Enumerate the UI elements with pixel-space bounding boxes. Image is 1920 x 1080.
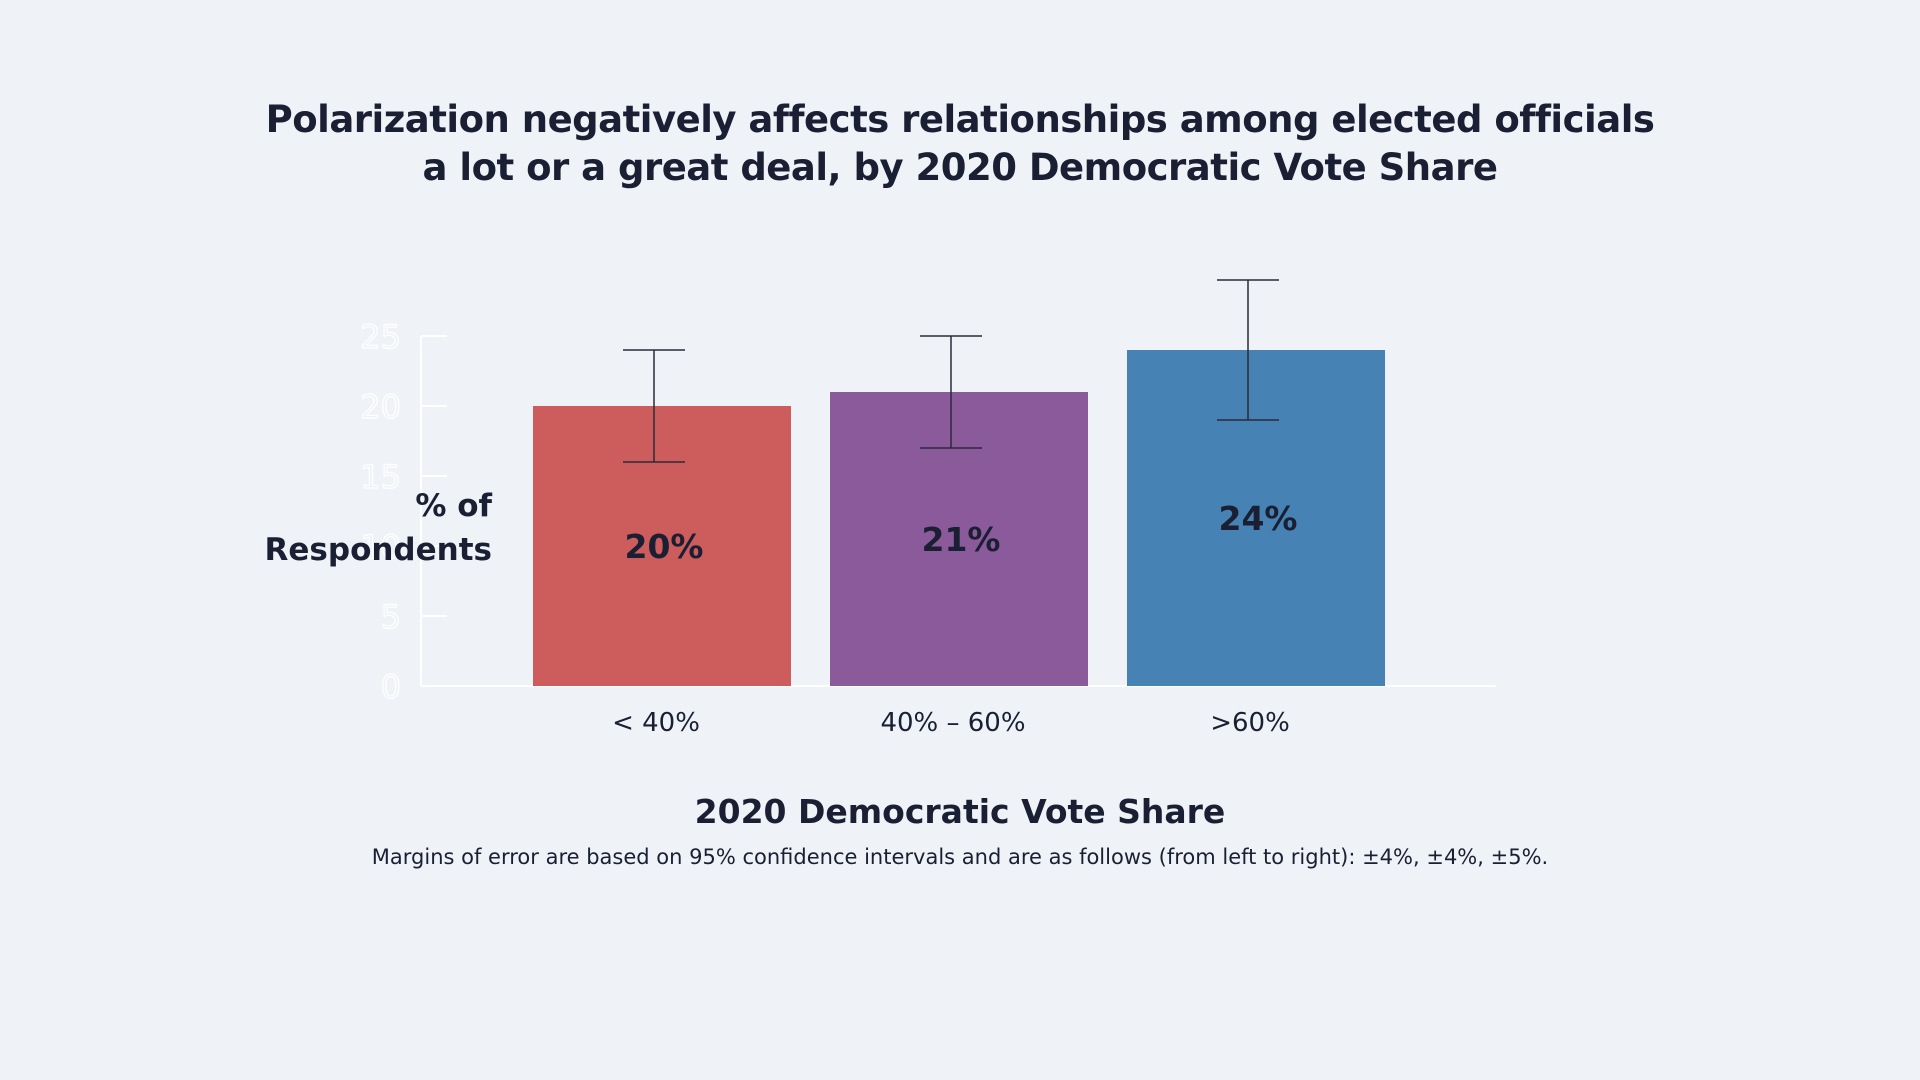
x-axis-title: 2020 Democratic Vote Share <box>694 792 1226 831</box>
bar-value-label: 20% <box>625 527 704 566</box>
x-tick-labels-group: < 40% 40% – 60% >60% <box>612 708 1290 738</box>
chart-title-line-1: Polarization negatively affects relation… <box>265 98 1655 141</box>
bar-labels-group: 20% 21% 24% <box>625 499 1298 566</box>
y-axis: 0 5 10 15 20 25 <box>360 317 1496 707</box>
margin-of-error-note: Margins of error are based on 95% confid… <box>371 845 1549 869</box>
bar <box>1127 350 1385 686</box>
y-tick-label: 15 <box>360 458 401 496</box>
bars-group <box>533 350 1385 686</box>
bar-value-label: 21% <box>922 520 1001 559</box>
y-tick-label: 10 <box>360 528 401 566</box>
x-tick-label: 40% – 60% <box>880 708 1025 738</box>
y-tick-label: 0 <box>381 668 401 706</box>
y-tick-label: 20 <box>360 388 401 426</box>
chart-title: Polarization negatively affects relation… <box>0 96 1920 192</box>
bar <box>830 392 1088 686</box>
y-tick-label: 5 <box>381 598 401 636</box>
x-tick-label: >60% <box>1210 708 1290 738</box>
x-tick-label: < 40% <box>612 708 700 738</box>
chart-title-line-2: a lot or a great deal, by 2020 Democrati… <box>422 146 1498 189</box>
y-tick-label: 25 <box>360 318 401 356</box>
y-axis-label: % of Respondents <box>250 484 492 572</box>
y-axis-label-line-1: % of <box>415 488 492 524</box>
error-bars-group <box>623 279 1279 463</box>
bar-value-label: 24% <box>1219 499 1298 538</box>
y-axis-label-line-2: Respondents <box>264 532 492 568</box>
bar <box>533 406 791 686</box>
